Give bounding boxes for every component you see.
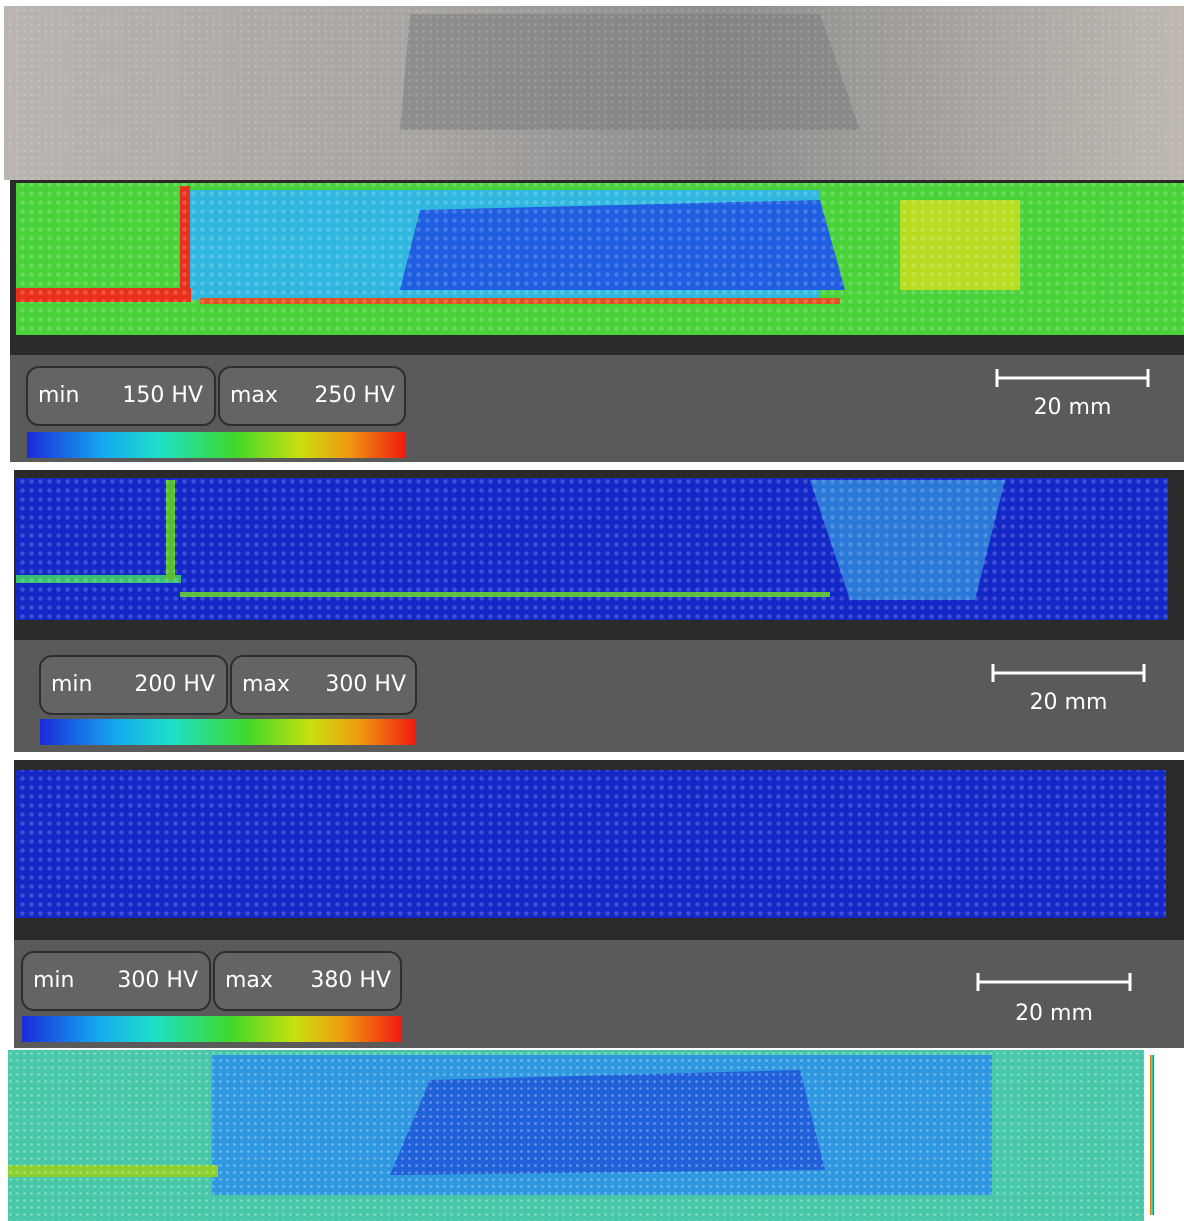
map-dots xyxy=(16,478,1168,620)
min-label: min xyxy=(51,672,93,697)
max-value: 300 HV xyxy=(325,672,406,697)
max-label: max xyxy=(225,968,273,993)
min-value: 300 HV xyxy=(117,968,198,993)
map-dots xyxy=(8,1050,1144,1221)
colorbar xyxy=(27,432,405,458)
max-value: 250 HV xyxy=(314,383,395,408)
figure: min 150 HV max 250 HV 20 mm min 200 HV max 300 H… xyxy=(0,0,1184,1221)
map-dots xyxy=(16,183,1184,335)
legends: min 150 HV max 250 HV 20 mm min 200 HV max 300 H… xyxy=(10,355,1184,1048)
scale-bar-label: 20 mm xyxy=(1030,690,1108,715)
min-label: min xyxy=(38,383,80,408)
map-dots xyxy=(16,770,1166,918)
max-value: 380 HV xyxy=(310,968,391,993)
min-value: 150 HV xyxy=(122,383,203,408)
max-label: max xyxy=(242,672,290,697)
colorbar xyxy=(40,719,416,745)
min-value: 200 HV xyxy=(134,672,215,697)
photo-texture xyxy=(4,6,1184,180)
scale-bar-label: 20 mm xyxy=(1034,395,1112,420)
scale-bar-label: 20 mm xyxy=(1015,1001,1093,1026)
colorbar xyxy=(22,1016,401,1042)
max-label: max xyxy=(230,383,278,408)
min-label: min xyxy=(33,968,75,993)
side-colorbar xyxy=(1150,1055,1154,1215)
